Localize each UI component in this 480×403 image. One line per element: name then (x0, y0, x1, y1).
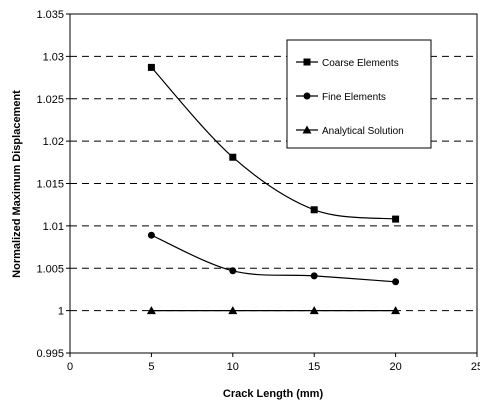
series-1-point-1 (229, 267, 237, 275)
y-axis-label: Normalized Maximum Displacement (11, 90, 23, 278)
legend: Coarse Elements Fine Elements Analytical S… (286, 39, 432, 149)
series-0-point-1 (229, 153, 237, 161)
y-tick-label-5: 1.02 (43, 136, 64, 148)
legend-label-2: Analytical Solution (322, 126, 404, 137)
series-2-point-2 (309, 306, 319, 315)
series-line-1 (151, 234, 396, 283)
series-0-point-2 (310, 206, 318, 214)
series-1-point-0 (147, 231, 155, 239)
series-1-point-3 (392, 278, 400, 286)
y-tick-label-8: 1.035 (36, 9, 64, 21)
legend-marker-1 (303, 92, 311, 100)
x-tick-label-2: 10 (227, 361, 239, 373)
x-tick-label-5: 25 (471, 361, 480, 373)
series-line-0 (150, 66, 396, 220)
legend-marker-2 (302, 125, 312, 134)
x-tick-label-0: 0 (67, 361, 73, 373)
y-tick-label-4: 1.015 (36, 179, 64, 191)
series-1-point-2 (310, 272, 318, 280)
series-0-point-3 (392, 215, 400, 223)
x-tick-label-3: 15 (308, 361, 320, 373)
y-tick-label-1: 1 (58, 306, 64, 318)
legend-label-1: Fine Elements (322, 92, 386, 103)
y-tick-label-6: 1.025 (36, 94, 64, 106)
legend-label-0: Coarse Elements (322, 58, 399, 69)
x-tick-label-4: 20 (389, 361, 401, 373)
y-tick-label-3: 1.01 (43, 221, 64, 233)
x-axis-ticks: 0 5 10 15 20 25 (67, 353, 480, 373)
series-2-point-3 (391, 306, 401, 315)
legend-marker-0 (303, 58, 311, 66)
y-tick-label-7: 1.03 (43, 51, 64, 63)
series-0-point-0 (147, 63, 155, 71)
x-tick-label-1: 5 (148, 361, 154, 373)
y-tick-label-2: 1.005 (36, 263, 64, 275)
series-2-point-0 (146, 306, 156, 315)
series-2-point-1 (228, 306, 238, 315)
series-layer (146, 63, 401, 315)
y-tick-label-0: 0.995 (36, 348, 64, 360)
x-axis-label: Crack Length (mm) (223, 388, 324, 400)
y-axis-ticks: 0.995 1 1.005 1.01 1.015 1.02 1.025 1.03 1.035 (36, 9, 70, 360)
